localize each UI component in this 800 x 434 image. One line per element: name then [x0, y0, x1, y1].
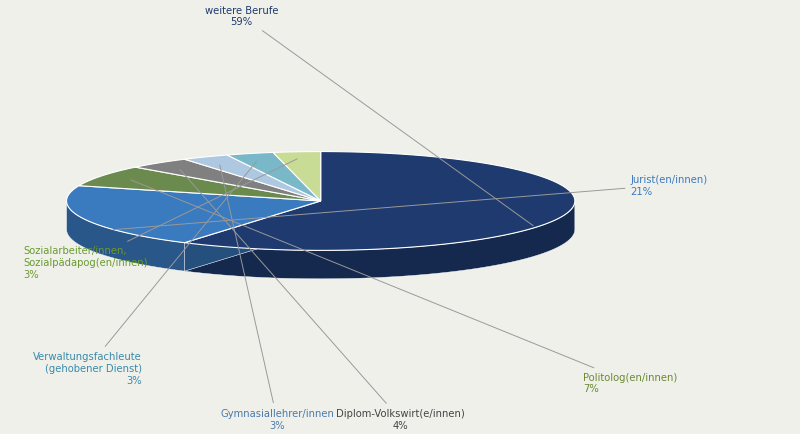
Text: weitere Berufe
59%: weitere Berufe 59% — [205, 6, 534, 226]
Polygon shape — [273, 152, 321, 201]
Polygon shape — [227, 153, 321, 201]
Polygon shape — [185, 201, 321, 272]
Text: Politolog(en/innen)
7%: Politolog(en/innen) 7% — [130, 181, 677, 393]
Polygon shape — [79, 168, 321, 201]
Polygon shape — [185, 202, 575, 279]
Polygon shape — [66, 201, 185, 272]
Polygon shape — [66, 186, 321, 243]
Text: Gymnasiallehrer/innen
3%: Gymnasiallehrer/innen 3% — [220, 165, 334, 430]
Text: Jurist(en/innen)
21%: Jurist(en/innen) 21% — [113, 174, 707, 230]
Text: Diplom-Volkswirt(e/innen)
4%: Diplom-Volkswirt(e/innen) 4% — [180, 170, 465, 430]
Polygon shape — [185, 156, 321, 201]
Text: Verwaltungsfachleute
(gehobener Dienst)
3%: Verwaltungsfachleute (gehobener Dienst) … — [34, 162, 257, 385]
Polygon shape — [135, 160, 321, 201]
Polygon shape — [185, 201, 321, 272]
Polygon shape — [185, 152, 575, 251]
Text: Sozialarbeiter/innen,
Sozialpädapog(en/innen)
3%: Sozialarbeiter/innen, Sozialpädapog(en/i… — [23, 160, 297, 279]
